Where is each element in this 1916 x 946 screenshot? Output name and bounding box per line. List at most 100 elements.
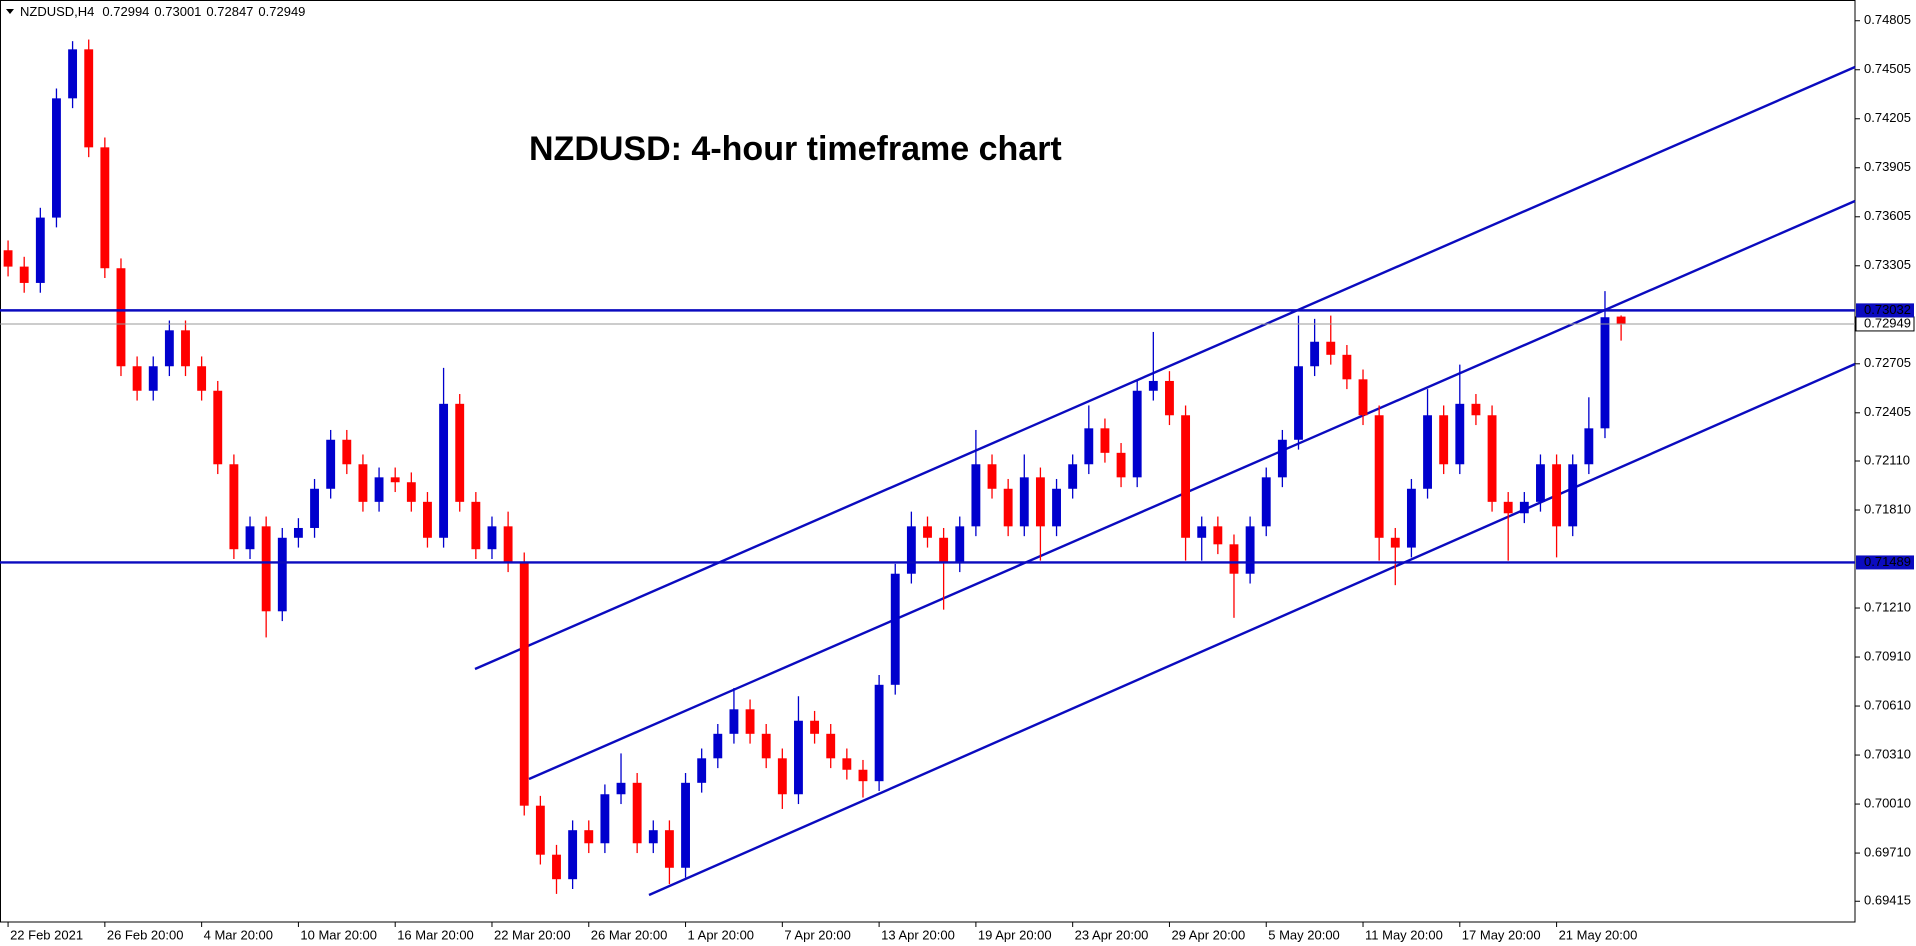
- candle-body: [132, 366, 142, 391]
- candle-body: [1213, 526, 1223, 545]
- candle-body: [842, 758, 852, 770]
- level-label-box: [1856, 555, 1914, 570]
- candle-body: [1197, 526, 1207, 538]
- candle-body: [487, 526, 497, 550]
- candle-body: [439, 403, 449, 538]
- middle-channel-line: [528, 199, 1856, 781]
- chart-title: NZDUSD: 4-hour timeframe chart: [529, 130, 1062, 168]
- candle-body: [745, 709, 755, 734]
- level-label: 0.73032: [1864, 302, 1911, 317]
- x-tick-label: 23 Apr 20:00: [1075, 927, 1149, 942]
- y-tick-label: 0.69710: [1864, 844, 1911, 859]
- candle-body: [1181, 415, 1191, 538]
- candle-body: [777, 758, 787, 795]
- x-tick-label: 7 Apr 20:00: [784, 927, 851, 942]
- candle-body: [423, 501, 432, 538]
- candle-body: [1568, 464, 1578, 527]
- candle-body: [1132, 390, 1142, 478]
- candle-body: [1390, 537, 1400, 548]
- candle-body: [358, 464, 368, 502]
- y-tick-label: 0.74505: [1864, 61, 1911, 76]
- candle-body: [794, 720, 803, 795]
- candle-body: [406, 482, 416, 502]
- candle-body: [213, 390, 223, 465]
- y-tick-label: 0.73605: [1864, 208, 1911, 223]
- candle-body: [1503, 501, 1513, 514]
- candle-body: [390, 477, 400, 483]
- x-tick-label: 19 Apr 20:00: [978, 927, 1052, 942]
- candle-body: [552, 854, 561, 880]
- candle-body: [535, 805, 545, 855]
- candle-body: [664, 830, 674, 868]
- candle-body: [810, 720, 820, 734]
- candle-body: [1003, 488, 1013, 527]
- plot-frame: [0, 0, 1856, 923]
- candle-body: [971, 464, 981, 527]
- candle-body: [1294, 366, 1303, 440]
- candle-body: [455, 403, 465, 502]
- x-tick-label: 5 May 20:00: [1268, 927, 1340, 942]
- upper-channel-line: [474, 65, 1856, 671]
- candle-body: [1342, 354, 1352, 380]
- x-tick-label: 13 Apr 20:00: [881, 927, 955, 942]
- candle-body: [1487, 415, 1497, 502]
- candle-body: [1600, 317, 1610, 429]
- candle-body: [1326, 341, 1336, 355]
- current-price-label: 0.72949: [1864, 315, 1911, 330]
- candle-body: [68, 49, 78, 99]
- candle-body: [890, 573, 900, 685]
- y-tick-label: 0.70010: [1864, 795, 1911, 810]
- x-tick-label: 21 May 20:00: [1559, 927, 1638, 942]
- y-tick-label: 0.74205: [1864, 110, 1911, 125]
- candle-body: [697, 758, 707, 783]
- candle-body: [1277, 439, 1287, 478]
- candle-body: [52, 98, 61, 218]
- candle-body: [1245, 526, 1255, 574]
- x-tick-label: 17 May 20:00: [1462, 927, 1541, 942]
- x-tick-label: 29 Apr 20:00: [1171, 927, 1245, 942]
- candle-body: [293, 527, 303, 538]
- candle-body: [1471, 403, 1481, 416]
- y-tick-label: 0.74805: [1864, 12, 1911, 27]
- candle-body: [729, 709, 739, 734]
- candle-body: [3, 250, 13, 267]
- y-tick-label: 0.72405: [1864, 404, 1911, 419]
- candle-body: [1019, 477, 1029, 527]
- candle-body: [906, 526, 916, 574]
- candle-body: [616, 782, 626, 795]
- last-open: 0.72994: [102, 4, 149, 19]
- candle-body: [197, 366, 207, 391]
- y-tick-label: 0.71810: [1864, 501, 1911, 516]
- y-tick-label: 0.73905: [1864, 159, 1911, 174]
- candle-body: [955, 526, 965, 563]
- candle-body: [310, 488, 319, 528]
- trend-lines: [474, 65, 1856, 897]
- candle-body: [1310, 341, 1320, 367]
- x-tick-label: 10 Mar 20:00: [300, 927, 377, 942]
- candle-body: [1261, 477, 1271, 527]
- candle-body: [1439, 415, 1449, 465]
- y-tick-label: 0.70310: [1864, 746, 1911, 761]
- candle-body: [1374, 415, 1384, 538]
- y-tick-label: 0.69415: [1864, 893, 1911, 908]
- candle-body: [19, 266, 29, 283]
- x-tick-label: 22 Mar 20:00: [494, 927, 571, 942]
- candle-body: [342, 439, 352, 465]
- candle-body: [1052, 488, 1061, 527]
- candle-body: [1229, 544, 1239, 574]
- candle-body: [1084, 428, 1094, 465]
- candle-body: [84, 49, 94, 148]
- candle-body: [1616, 316, 1626, 324]
- y-tick-label: 0.72110: [1864, 452, 1910, 467]
- candle-body: [326, 439, 336, 489]
- candle-body: [229, 464, 239, 550]
- candle-body: [1406, 488, 1416, 548]
- candle-body: [1116, 452, 1126, 478]
- y-tick-label: 0.71210: [1864, 599, 1911, 614]
- y-tick-label: 0.70910: [1864, 648, 1911, 663]
- y-tick-label: 0.70610: [1864, 697, 1911, 712]
- candle-body: [923, 526, 932, 538]
- candle-body: [1165, 380, 1174, 416]
- last-close: 0.72949: [258, 4, 305, 19]
